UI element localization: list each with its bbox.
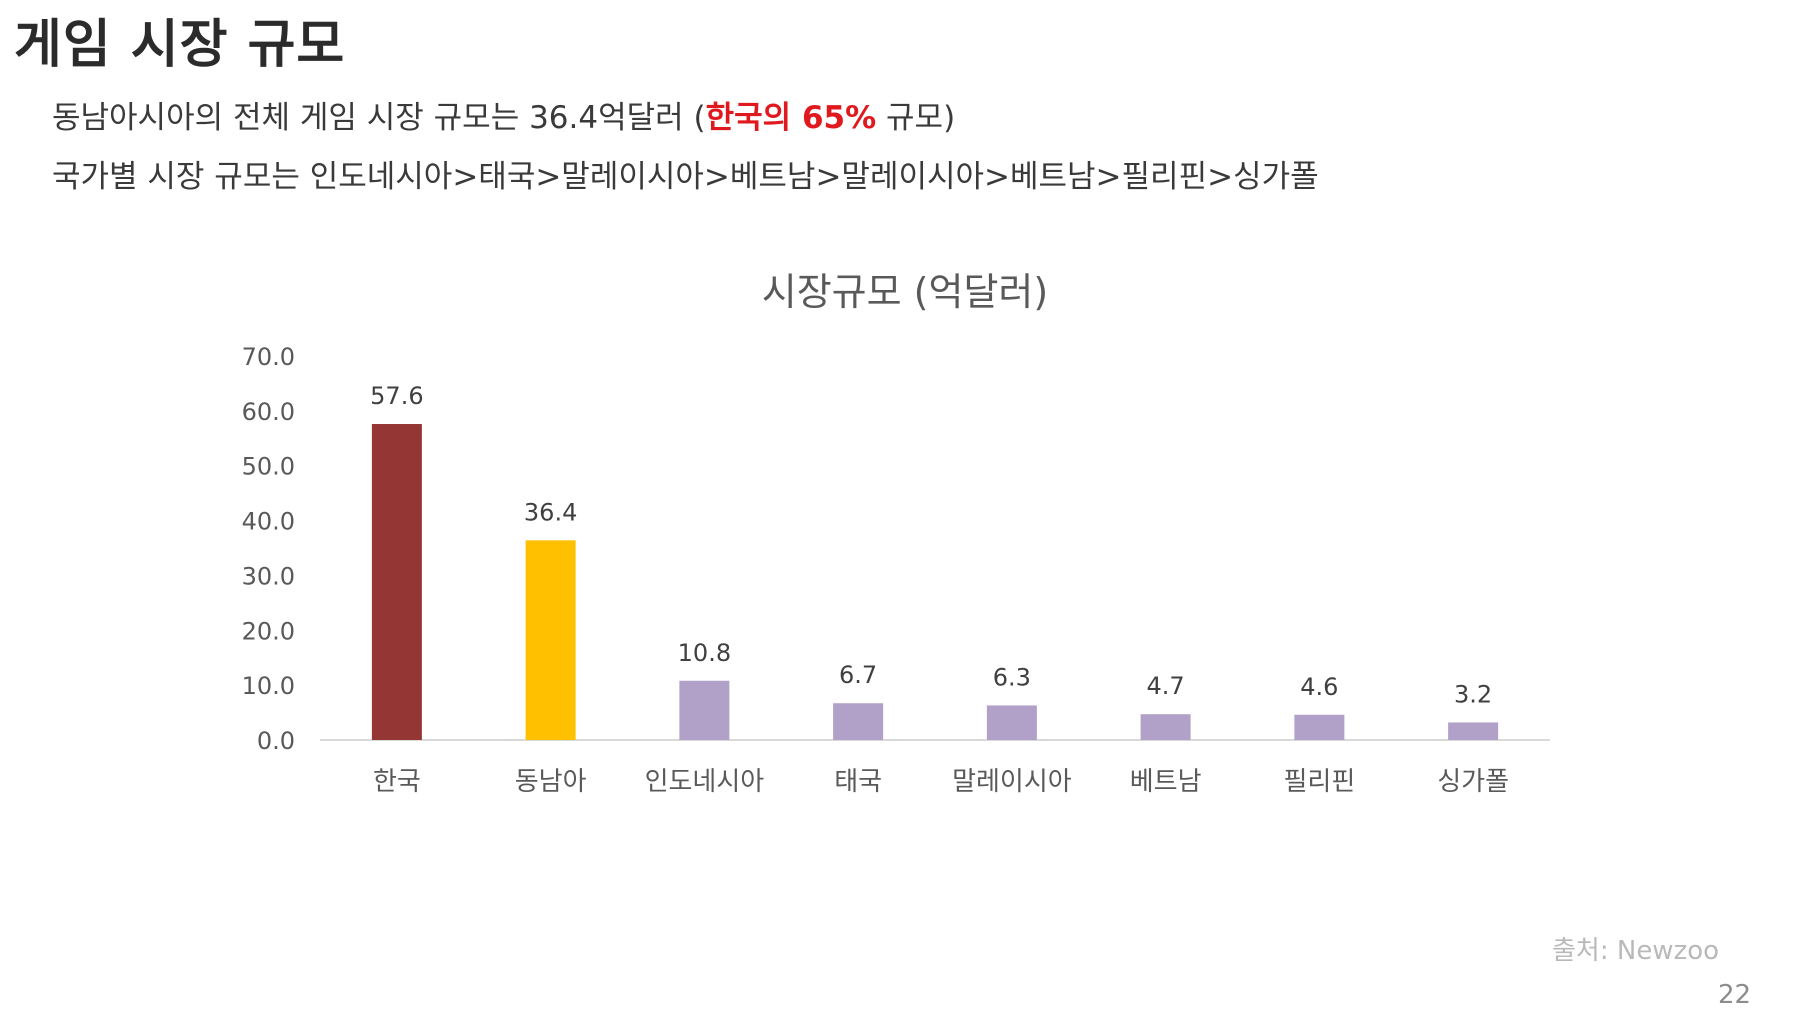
page-number: 22 [1718,980,1752,1010]
category-label-1: 동남아 [515,767,587,797]
value-label-1: 36.4 [524,498,577,526]
value-label-0: 57.6 [370,382,423,410]
value-label-2: 10.8 [678,639,731,667]
bar-4 [986,705,1037,740]
category-labels-group: 한국 동남아 인도네시아 태국 말레이시아 베트남 필리핀 싱가폴 [373,767,1509,797]
y-tick-label-2: 20.0 [242,617,295,645]
source-note: 출처: Newzoo [1552,936,1720,966]
category-label-0: 한국 [373,767,421,797]
y-tick-label-0: 0.0 [257,727,295,755]
y-tick-label-3: 30.0 [242,562,295,590]
bar-7 [1448,722,1499,740]
value-label-6: 4.6 [1300,673,1338,701]
value-label-7: 3.2 [1454,680,1492,708]
category-label-6: 필리핀 [1283,767,1355,797]
y-tick-label-4: 40.0 [242,508,295,536]
bar-chart: 시장규모 (억달러) 0.0 10.0 20.0 30.0 40.0 50.0 60.0 70… [242,270,1550,797]
y-tick-label-1: 10.0 [242,672,295,700]
y-tick-label-5: 50.0 [242,453,295,481]
summary-line-1: 동남아시아의 전체 게임 시장 규모는 36.4억달러 (한국의 65% 규모) [52,92,955,137]
summary-line-2: 국가별 시장 규모는 인도네시아>태국>말레이시아>베트남>말레이시아>베트남>… [52,159,1319,195]
value-label-3: 6.7 [839,661,877,689]
page-title: 게임 시장 규모 [14,15,346,75]
chart-title: 시장규모 (억달러) [762,270,1048,314]
category-label-7: 싱가폴 [1437,767,1509,797]
bars-group [371,424,1499,740]
bar-2 [679,680,730,740]
bar-3 [833,703,884,740]
bar-1 [525,540,576,740]
value-label-4: 6.3 [993,663,1031,691]
value-labels-group: 57.6 36.4 10.8 6.7 6.3 4.7 4.6 3.2 [370,382,1492,708]
y-axis: 0.0 10.0 20.0 30.0 40.0 50.0 60.0 70.0 [242,343,295,755]
category-label-4: 말레이시아 [952,767,1072,797]
y-tick-label-6: 60.0 [242,398,295,426]
value-label-5: 4.7 [1147,672,1185,700]
y-tick-label-7: 70.0 [242,343,295,371]
category-label-5: 베트남 [1130,767,1202,797]
bar-6 [1294,714,1345,740]
bar-5 [1140,714,1191,740]
category-label-2: 인도네시아 [645,767,765,797]
summary-line-1-text: 동남아시아의 전체 게임 시장 규모는 36.4억달러 ( [52,100,706,136]
summary-highlight: 한국의 65% [705,100,877,136]
category-label-3: 태국 [834,767,882,797]
bar-0 [371,424,422,740]
summary-line-1-end: 규모) [876,100,956,136]
